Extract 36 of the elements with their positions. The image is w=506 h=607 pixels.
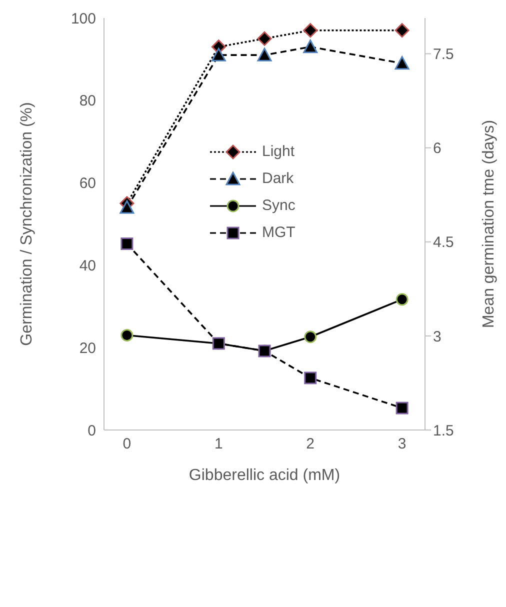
x-axis-title: Gibberellic acid (mM) (188, 467, 340, 484)
y2-tick-label: 7.5 (433, 46, 454, 64)
legend-label: Dark (262, 169, 294, 189)
point (211, 48, 226, 62)
point (120, 200, 134, 214)
y2-axis-title: Mean germination tme (days) (480, 120, 498, 328)
y2-tick-label: 6 (433, 140, 442, 158)
x-tick-label: 1 (214, 436, 223, 453)
x-tick-label: 3 (398, 436, 406, 453)
point (394, 56, 410, 70)
point (304, 372, 317, 384)
point (396, 293, 408, 306)
y2-tick-label: 3 (433, 328, 442, 346)
y-tick-label: 100 (70, 10, 96, 28)
point (304, 330, 317, 344)
point (120, 328, 134, 342)
y-tick-label: 40 (79, 258, 96, 275)
x-tick-label: 2 (306, 436, 315, 453)
y2-tick-label: 1.5 (433, 422, 454, 440)
point (257, 48, 272, 62)
x-tick-label: 0 (122, 436, 132, 453)
point (303, 23, 318, 38)
point (394, 23, 410, 38)
y-tick-label: 20 (79, 340, 96, 357)
legend-label: MGT (262, 223, 296, 243)
y-tick-label: 0 (88, 422, 96, 440)
point (396, 402, 408, 414)
y-axis-title: Germination / Synchronization (%) (18, 102, 36, 346)
y-tick-label: 80 (79, 92, 96, 110)
point (120, 238, 134, 250)
point (303, 40, 318, 54)
point (257, 31, 272, 46)
legend-label: Light (262, 142, 295, 162)
y-tick-label: 60 (79, 175, 96, 192)
legend-label: Sync (262, 196, 296, 216)
y2-tick-label: 4.5 (433, 234, 454, 252)
